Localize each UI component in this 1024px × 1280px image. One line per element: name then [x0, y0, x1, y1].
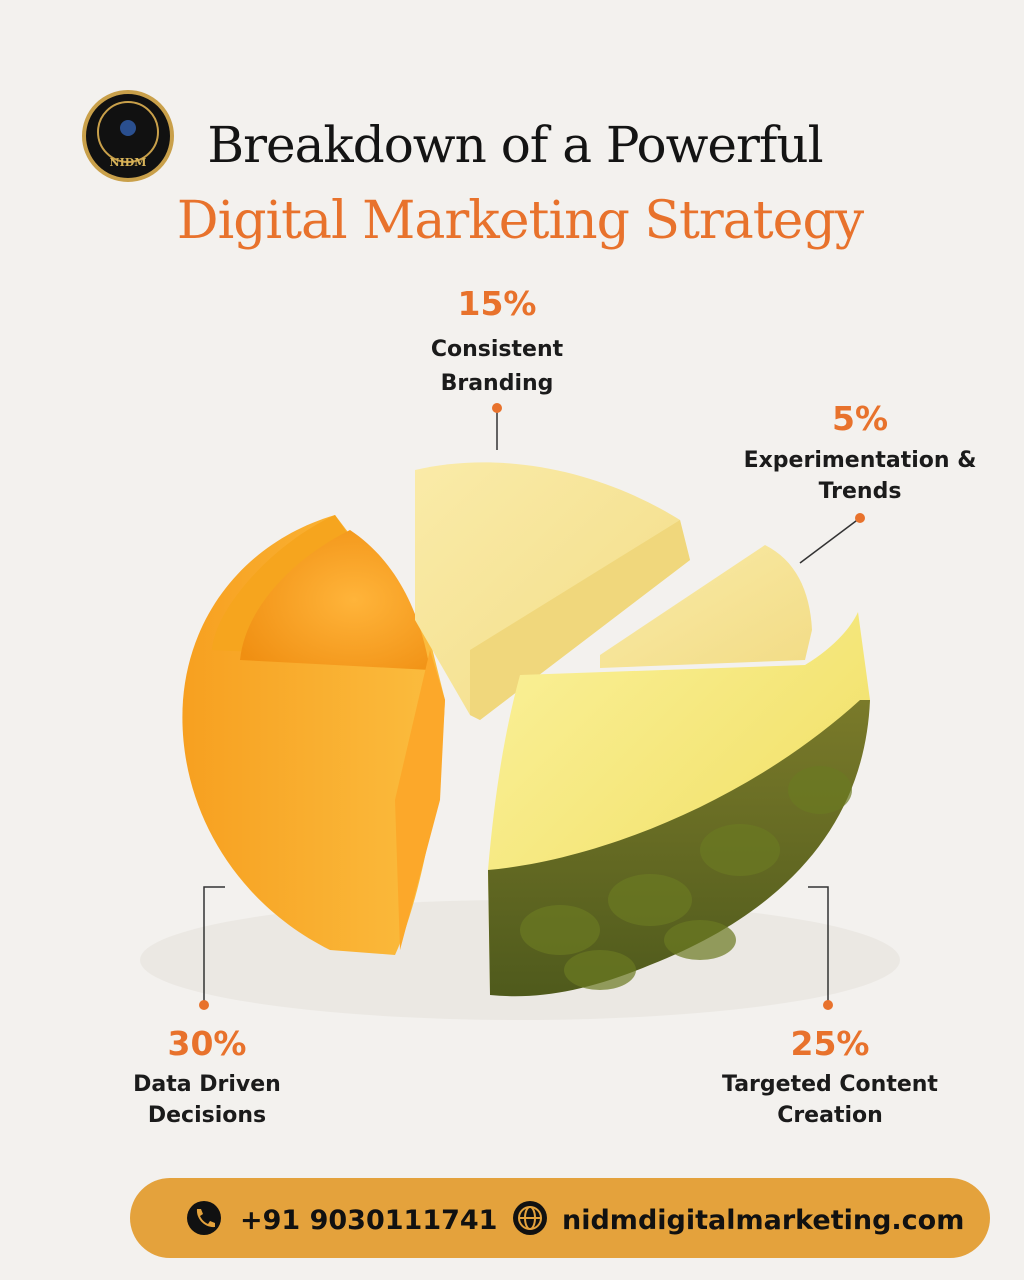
items: 15% Consistent Branding 5% Experimentation &… — [133, 284, 976, 1128]
label-line: Decisions — [148, 1103, 266, 1128]
label-line: Creation — [777, 1103, 883, 1128]
connector — [808, 886, 829, 1005]
percent: 25% — [791, 1024, 870, 1063]
title-line-2: Digital Marketing Strategy — [177, 191, 865, 251]
percent: 30% — [168, 1024, 247, 1063]
label-line: Trends — [819, 479, 902, 504]
percent: 5% — [832, 399, 888, 438]
connector-dot — [492, 403, 502, 413]
label-line: Branding — [441, 371, 554, 396]
connector-dot — [823, 1000, 833, 1010]
label-line: Targeted Content — [722, 1072, 938, 1097]
connector — [203, 886, 225, 1005]
connector-dot — [855, 513, 865, 523]
phone: +91 9030111741 — [240, 1205, 497, 1236]
label-line: Consistent — [431, 337, 564, 362]
label-line: Experimentation & — [744, 448, 977, 473]
website: nidmdigitalmarketing.com — [562, 1205, 964, 1236]
phone-icon — [187, 1201, 221, 1235]
label-line: Data Driven — [133, 1072, 281, 1097]
illustration — [140, 462, 900, 1020]
footer: +91 9030111741 nidmdigitalmarketing.com — [130, 1178, 990, 1258]
connector — [799, 517, 861, 564]
logo-text: NIDM — [110, 156, 147, 169]
footer-bar — [130, 1178, 990, 1258]
connector-dot — [199, 1000, 209, 1010]
title-line-1: Breakdown of a Powerful — [207, 116, 822, 174]
logo: NIDM — [82, 90, 174, 182]
percent: 15% — [458, 284, 537, 323]
